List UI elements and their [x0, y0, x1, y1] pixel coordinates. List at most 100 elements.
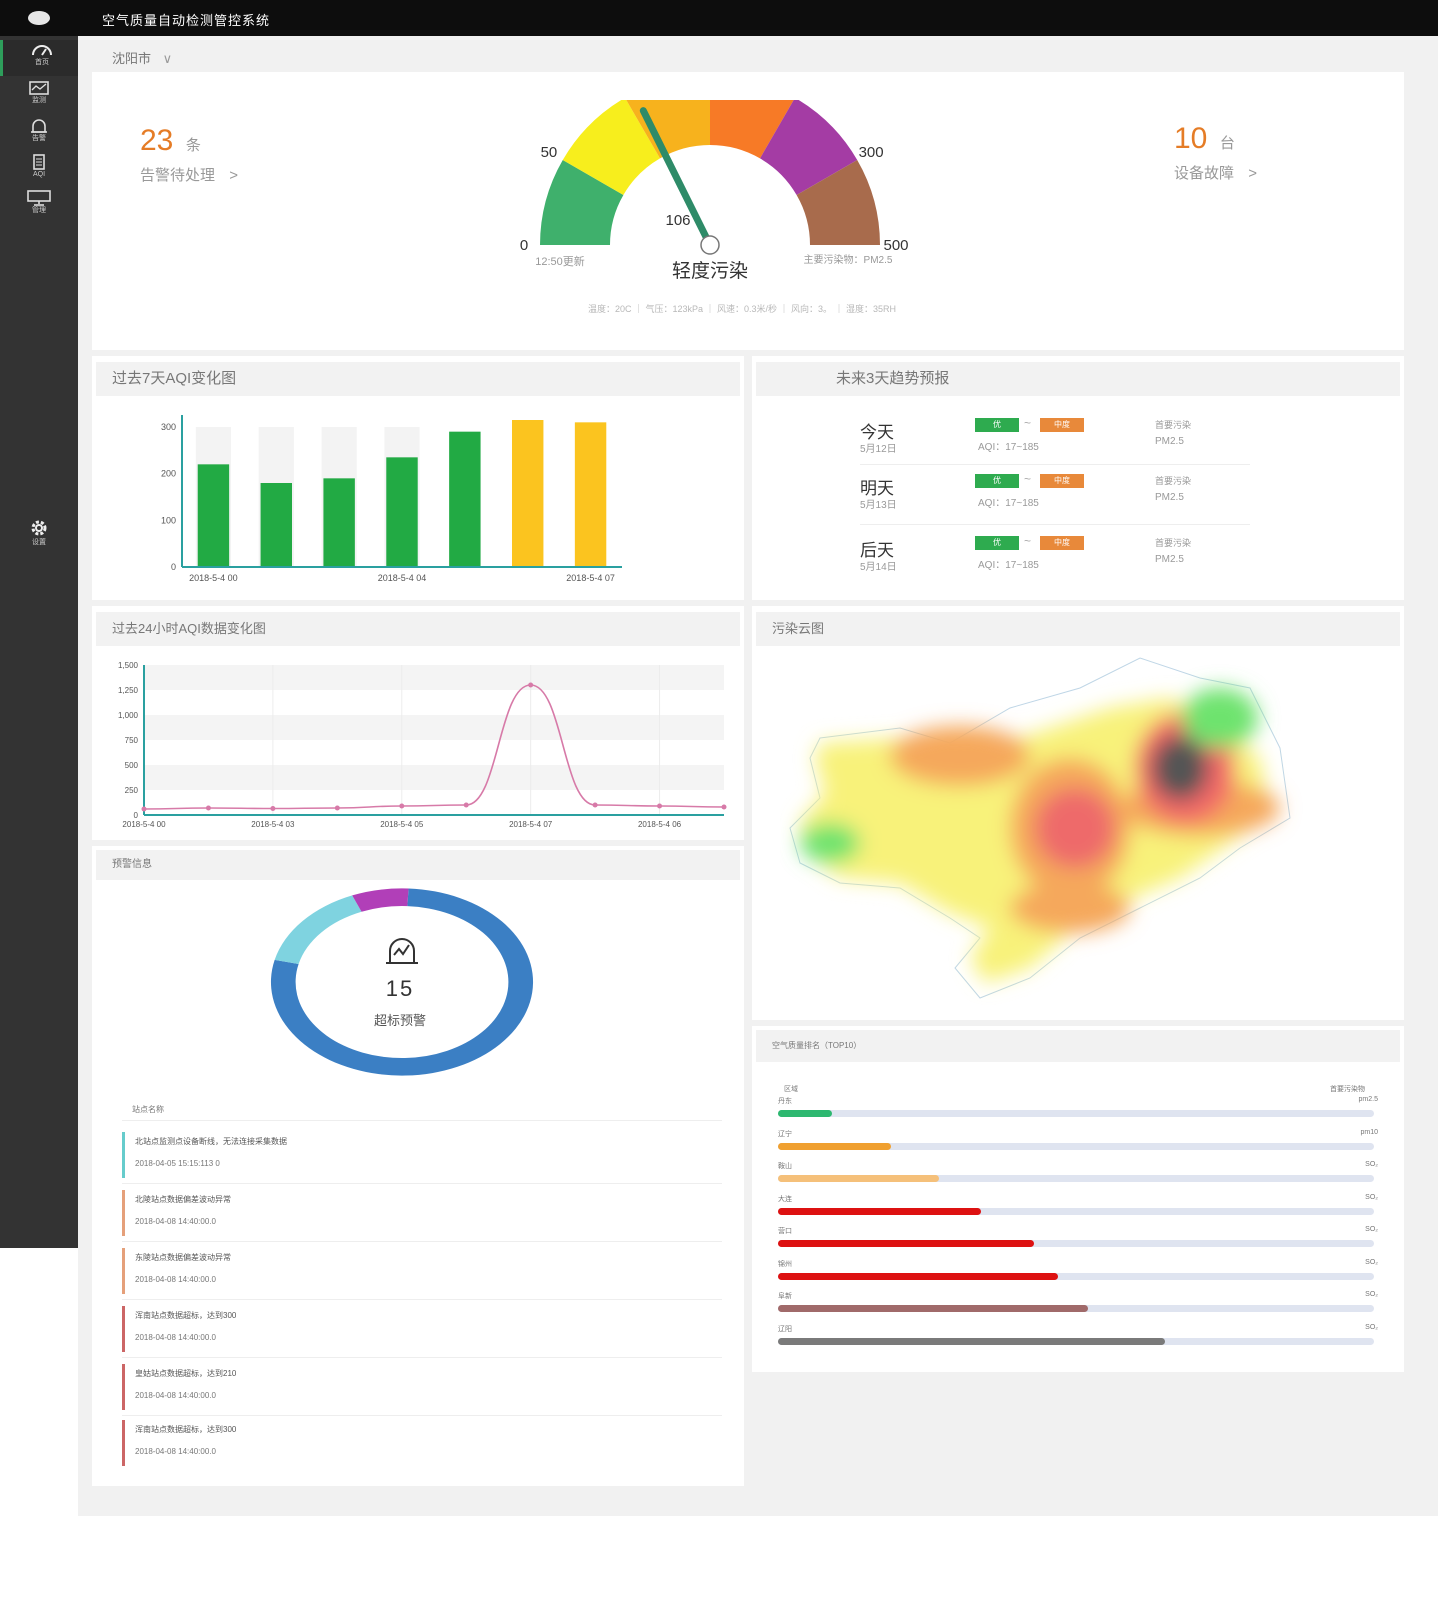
y-tick-label: 300	[161, 422, 176, 432]
ranking-region: 阜新	[778, 1293, 792, 1300]
pollution-heat-map[interactable]	[780, 648, 1310, 1008]
warning-text: 北陵站点数据偏差波动异常	[135, 1195, 231, 1204]
app-title: 空气质量自动检测管控系统	[102, 13, 271, 28]
city-selector[interactable]: 沈阳市 ∨	[112, 48, 172, 67]
ranking-region: 大连	[778, 1195, 792, 1203]
ranking-row: 辽阳 SO₂	[778, 1324, 1378, 1354]
dashboard-icon	[32, 45, 52, 56]
sidebar-item-settings[interactable]: 设置	[0, 516, 78, 552]
document-icon	[33, 154, 45, 170]
sidebar-item-manage[interactable]: 管理	[0, 188, 78, 224]
data-point	[721, 804, 727, 810]
ranking-region: 丹东	[778, 1098, 792, 1105]
y-tick-label: 1,000	[118, 711, 139, 720]
warning-item[interactable]: 浑南站点数据超标，达到300 2018-04-08 14:40:00.0	[122, 1306, 722, 1352]
donut-segment	[352, 888, 409, 912]
warning-text: 皇姑站点数据超标，达到210	[135, 1369, 237, 1378]
forecast-date: 5月13日	[860, 500, 897, 511]
ranking-pollutant: SO₂	[1365, 1226, 1378, 1233]
warnings-panel: 预警信息	[92, 846, 744, 1486]
ranking-row: 辽宁 pm10	[778, 1129, 1378, 1159]
warning-item[interactable]: 北站点监测点设备断线，无法连接采集数据 2018-04-05 15:15:113…	[122, 1132, 722, 1178]
warning-text: 浑南站点数据超标，达到300	[135, 1425, 237, 1434]
alarm-summary[interactable]: 23 条 告警待处理 >	[140, 124, 238, 185]
gauge-segment	[796, 160, 880, 245]
y-tick-label: 0	[134, 811, 139, 820]
chevron-right-icon: >	[1248, 165, 1257, 182]
ranking-row: 营口 SO₂	[778, 1226, 1378, 1256]
ranking-row: 大连 SO₂	[778, 1194, 1378, 1224]
warning-item[interactable]: 浑南站点数据超标，达到300 2018-04-08 14:40:00.0	[122, 1420, 722, 1466]
divider	[122, 1241, 722, 1242]
ranking-track	[778, 1207, 1374, 1215]
chevron-right-icon: >	[229, 167, 238, 184]
gauge-segment	[760, 100, 858, 195]
ranking-region: 锦州	[778, 1260, 792, 1268]
logo-icon	[28, 11, 50, 25]
sidebar-item-home[interactable]: 首页	[0, 40, 81, 76]
ranking-bar	[778, 1337, 1166, 1345]
level-moderate-badge: 中度	[1040, 536, 1084, 550]
warning-item[interactable]: 北陵站点数据偏差波动异常 2018-04-08 14:40:00.0	[122, 1190, 722, 1236]
bar	[260, 483, 292, 567]
gauge-scale-label: 50	[541, 144, 558, 161]
gear-icon	[31, 520, 47, 536]
warning-item[interactable]: 东陵站点数据偏差波动异常 2018-04-08 14:40:00.0	[122, 1248, 722, 1294]
past24-line-chart: 0 250 500 750 1,000 1,250 1,500 2018-5-4 00 2018…	[118, 661, 727, 829]
divider	[860, 524, 1250, 525]
alarm-unit: 条	[185, 137, 201, 154]
device-label: 设备故障	[1174, 165, 1235, 182]
ranking-track	[778, 1110, 1374, 1117]
gauge-segment	[710, 100, 794, 159]
warning-donut-chart	[270, 888, 534, 1076]
pollutant-label: 首要污染	[1155, 476, 1192, 486]
warning-count: 15	[385, 976, 415, 1001]
pollutant-value: PM2.5	[1155, 436, 1184, 447]
x-tick-label: 2018-5-4 07	[509, 820, 553, 829]
alarm-icon	[31, 119, 47, 133]
warning-item[interactable]: 皇姑站点数据超标，达到210 2018-04-08 14:40:00.0	[122, 1364, 722, 1410]
divider	[122, 1357, 722, 1358]
ranking-row: 锦州 SO₂	[778, 1259, 1378, 1289]
ranking-panel: 空气质量排名（TOP10）	[752, 1026, 1404, 1372]
ranking-bar	[778, 1305, 1088, 1312]
data-point	[270, 806, 276, 811]
ranking-bar	[778, 1240, 1035, 1247]
aqi-gauge: 050100150200300500106轻度污染12:50更新主要污染物：PM…	[520, 100, 909, 282]
pollution-map-title: 污染云图	[756, 612, 1400, 646]
monitor-icon	[29, 81, 49, 95]
data-point	[205, 805, 211, 811]
warning-time: 2018-04-08 14:40:00.0	[135, 1275, 216, 1284]
weather-info: 温度：20C ｜ 气压：123kPa ｜ 风速：0.3米/秒 ｜ 风向：3。 ｜…	[587, 304, 897, 314]
sidebar-item-monitor[interactable]: 监测	[0, 78, 78, 114]
data-point	[528, 682, 534, 688]
data-point	[657, 803, 663, 809]
sidebar-item-alarm[interactable]: 告警	[0, 116, 78, 152]
ranking-region: 辽阳	[778, 1325, 792, 1333]
forecast-aqi: AQI：17~185	[978, 560, 1039, 571]
ranking-track	[778, 1240, 1374, 1247]
grid-band	[144, 765, 724, 790]
sidebar-item-aqi[interactable]: AQI	[0, 152, 78, 188]
ranking-region: 营口	[778, 1228, 792, 1235]
bar	[386, 457, 418, 567]
y-tick-label: 100	[161, 515, 176, 525]
forecast-day: 明天	[860, 479, 894, 498]
grid-band	[144, 665, 724, 690]
device-summary[interactable]: 10 台 设备故障 >	[1174, 122, 1257, 183]
warning-text: 东陵站点数据偏差波动异常	[135, 1253, 231, 1262]
warning-time: 2018-04-05 15:15:113 0	[135, 1159, 220, 1168]
x-tick-label: 2018-5-4 00	[189, 573, 238, 583]
level-good-badge: 优	[975, 536, 1019, 550]
gauge-segment	[540, 160, 624, 245]
alarm-bell-icon	[386, 938, 418, 964]
device-count: 10	[1174, 122, 1208, 155]
ranking-region: 辽宁	[778, 1130, 792, 1138]
range-tilde: ~	[1024, 472, 1032, 486]
data-point	[141, 806, 147, 812]
ranking-row: 丹东 pm2.5	[778, 1096, 1378, 1126]
y-tick-label: 1,250	[118, 686, 139, 695]
sidebar: 首页 监测 告警 AQI 管理 设置	[0, 36, 81, 1248]
forecast-day: 后天	[860, 541, 894, 560]
forecast-row: 今天 5月12日 优 ~ 中度 AQI：17~185 首要污染 PM2.5	[860, 416, 1260, 474]
